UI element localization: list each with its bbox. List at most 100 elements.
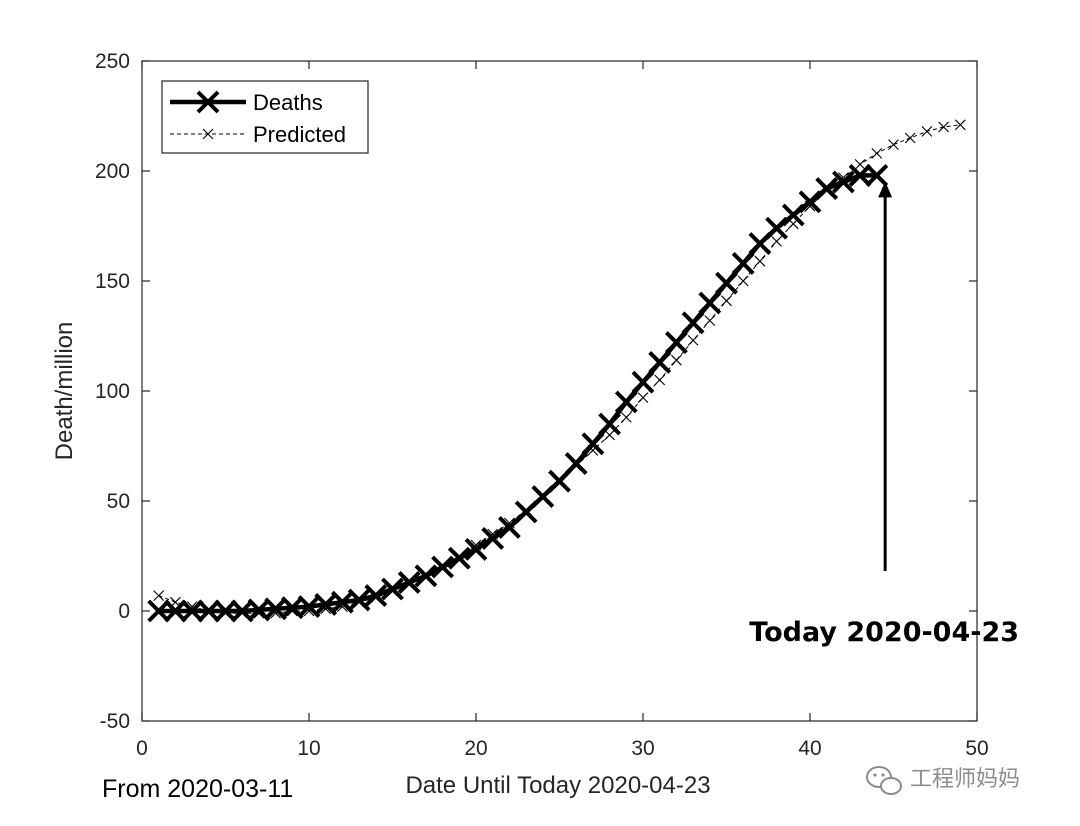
y-tick-label: -50 — [100, 710, 130, 733]
series-layer — [147, 119, 966, 623]
deaths-point — [147, 599, 171, 623]
watermark-text: 工程师妈妈 — [910, 767, 1020, 792]
marker-stroke — [236, 607, 248, 619]
axis-ticks: 0 10 20 30 40 50 -50 0 50 100 150 200 250 — [95, 50, 989, 760]
predicted-point — [787, 218, 799, 230]
deaths-point — [681, 311, 705, 335]
predicted-point — [704, 315, 716, 326]
deaths-point — [698, 291, 722, 315]
marker-stroke — [648, 350, 672, 374]
predicted-point — [470, 539, 482, 551]
marker-stroke — [781, 203, 805, 227]
predicted-point — [353, 596, 365, 608]
legend-swatch-marker — [202, 128, 214, 140]
y-tick-label: 250 — [95, 50, 130, 73]
marker-stroke — [787, 218, 799, 230]
y-tick-label: 150 — [95, 270, 130, 293]
predicted-point — [554, 475, 565, 487]
marker-stroke — [230, 599, 254, 623]
marker-stroke — [487, 528, 499, 540]
marker-stroke — [604, 429, 615, 441]
marker-stroke — [614, 390, 638, 414]
marker-stroke — [848, 163, 872, 187]
marker-stroke — [637, 392, 649, 403]
predicted-point — [504, 517, 515, 529]
deaths-point — [631, 370, 655, 394]
predicted-point — [921, 126, 933, 137]
marker-stroke — [938, 121, 949, 133]
marker-stroke — [537, 491, 549, 502]
deaths-point — [397, 570, 421, 594]
marker-stroke — [587, 445, 599, 456]
x-tick-label: 20 — [464, 737, 487, 760]
marker-stroke — [654, 374, 666, 386]
marker-stroke — [838, 172, 849, 183]
predicted-point — [186, 601, 198, 612]
from-date-label: From 2020-03-11 — [102, 775, 293, 803]
marker-stroke — [564, 452, 588, 476]
marker-stroke — [420, 570, 432, 582]
marker-stroke — [186, 601, 198, 612]
marker-stroke — [831, 170, 855, 194]
marker-stroke — [664, 331, 688, 355]
annotation-layer: Today 2020-04-23 — [749, 181, 1019, 648]
deaths-point — [731, 251, 755, 275]
deaths-point — [648, 350, 672, 374]
deaths-point — [564, 452, 588, 476]
watermark: 工程师妈妈 — [866, 766, 1020, 795]
predicted-point — [537, 491, 549, 502]
legend-box — [161, 80, 369, 154]
predicted-point — [904, 132, 916, 144]
predicted-point — [604, 429, 615, 441]
predicted-point — [721, 295, 732, 307]
marker-stroke — [453, 550, 465, 562]
deaths-point — [464, 537, 488, 561]
marker-stroke — [247, 598, 271, 622]
deaths-point — [364, 584, 388, 608]
marker-stroke — [671, 354, 682, 366]
legend-label: Predicted — [253, 122, 346, 147]
marker-stroke — [153, 590, 165, 601]
marker-stroke — [698, 291, 722, 315]
marker-stroke — [954, 119, 966, 131]
predicted-point — [671, 354, 682, 366]
predicted-point — [370, 592, 382, 604]
y-tick-label: 50 — [107, 490, 130, 513]
annotation-today-label: Today 2020-04-23 — [749, 617, 1019, 648]
marker-stroke — [253, 607, 265, 619]
marker-stroke — [370, 592, 382, 604]
marker-stroke — [704, 315, 716, 326]
marker-stroke — [403, 579, 415, 590]
deaths-point — [347, 588, 371, 612]
marker-stroke — [220, 607, 231, 619]
x-tick-label: 30 — [631, 737, 654, 760]
marker-stroke — [598, 412, 622, 436]
predicted-point — [737, 275, 749, 287]
marker-stroke — [581, 432, 605, 456]
series-deaths — [147, 163, 889, 623]
predicted-point — [387, 585, 398, 597]
marker-stroke — [871, 148, 883, 159]
marker-stroke — [364, 584, 388, 608]
marker-stroke — [180, 599, 204, 623]
deaths-point — [664, 331, 688, 355]
x-tick-label: 40 — [798, 737, 821, 760]
marker-stroke — [570, 460, 582, 472]
predicted-point — [938, 121, 949, 133]
deaths-point — [715, 271, 738, 295]
marker-stroke — [520, 504, 532, 516]
deaths-point — [865, 163, 889, 187]
marker-stroke — [280, 596, 304, 620]
marker-stroke — [203, 605, 215, 617]
marker-stroke — [286, 605, 298, 617]
marker-stroke — [397, 570, 421, 594]
x-tick-label: 0 — [136, 737, 148, 760]
series-predicted — [153, 119, 966, 619]
predicted-point — [303, 605, 315, 617]
marker-stroke — [721, 295, 732, 307]
marker-stroke — [387, 585, 398, 597]
y-axis-label: Death/million — [51, 322, 78, 461]
marker-stroke — [815, 177, 839, 201]
deaths-point — [581, 432, 605, 456]
